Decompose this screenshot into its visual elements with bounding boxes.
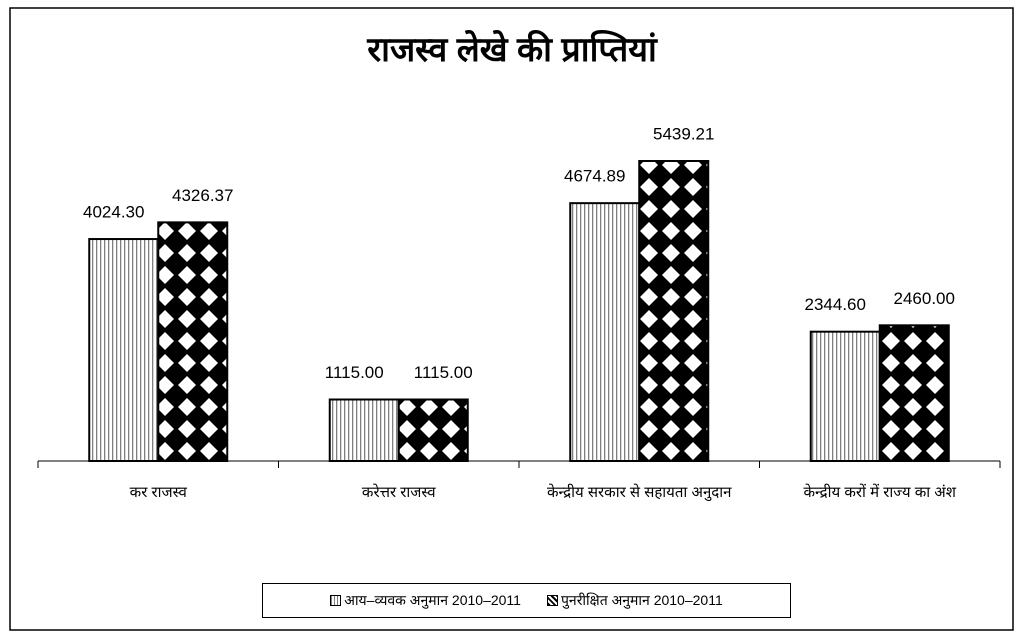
- x-tick-label: केन्द्रीय करों में राज्य का अंश: [803, 484, 956, 501]
- legend: आय–व्यवक अनुमान 2010–2011 पुनरीक्षित अनुम…: [262, 583, 791, 618]
- bar: [157, 221, 229, 462]
- bar: [569, 202, 641, 462]
- x-tick-label: करेत्तर राजस्व: [361, 484, 436, 501]
- bar: [328, 398, 400, 463]
- bar: [397, 398, 469, 463]
- legend-label: पुनरीक्षित अनुमान 2010–2011: [560, 592, 723, 608]
- bar: [878, 324, 950, 463]
- chart-title: राजस्व लेखे की प्राप्तियां: [366, 29, 658, 69]
- legend-item: आय–व्यवक अनुमान 2010–2011: [330, 591, 521, 610]
- data-label: 4674.89: [564, 167, 625, 186]
- legend-item: पुनरीक्षित अनुमान 2010–2011: [546, 591, 723, 610]
- bar: [88, 238, 160, 462]
- legend-label: आय–व्यवक अनुमान 2010–2011: [344, 592, 521, 608]
- data-label: 4326.37: [172, 186, 233, 205]
- data-label: 1115.00: [414, 363, 473, 382]
- data-label: 5439.21: [653, 124, 714, 143]
- bar: [638, 160, 710, 462]
- data-label: 2460.00: [894, 289, 955, 308]
- data-label: 4024.30: [83, 203, 144, 222]
- frame: [9, 7, 1014, 631]
- x-tick-label: कर राजस्व: [129, 484, 187, 501]
- legend-swatch: [546, 595, 558, 606]
- data-label: 1115.00: [325, 363, 384, 382]
- data-label: 2344.60: [805, 295, 866, 314]
- legend-swatch: [330, 595, 342, 606]
- bar: [809, 330, 881, 463]
- x-tick-label: केन्द्रीय सरकार से सहायता अनुदान: [547, 484, 732, 501]
